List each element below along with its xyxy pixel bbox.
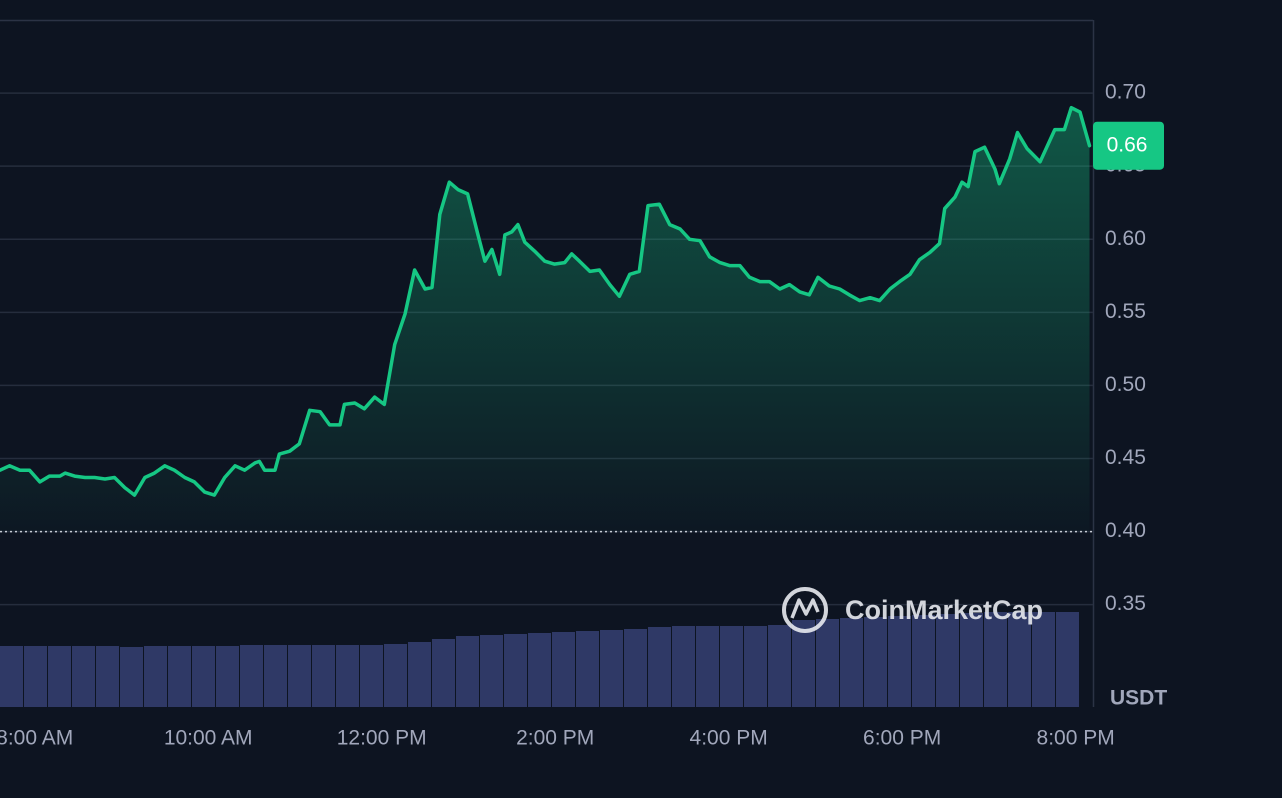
- volume-bar: [1056, 612, 1079, 707]
- x-tick-label: 4:00 PM: [690, 727, 768, 750]
- current-price-label: 0.66: [1107, 133, 1148, 156]
- volume-bar: [816, 619, 839, 707]
- volume-bar: [0, 646, 23, 707]
- price-area: [0, 107, 1090, 532]
- volume-bar: [288, 645, 311, 707]
- volume-bar: [24, 646, 47, 707]
- volume-bar: [624, 629, 647, 707]
- watermark: CoinMarketCap: [782, 587, 1043, 633]
- volume-bar: [264, 645, 287, 707]
- current-price-badge: [1093, 121, 1164, 170]
- volume-bar: [96, 646, 119, 707]
- volume-bar: [912, 615, 935, 707]
- watermark-logo: [782, 587, 828, 633]
- volume-bar: [504, 634, 527, 707]
- volume-bar: [480, 635, 503, 707]
- volume-bar: [120, 647, 143, 707]
- volume-bar: [216, 646, 239, 707]
- volume-bar: [672, 626, 695, 707]
- y-tick-label: 0.60: [1105, 227, 1146, 250]
- volume-bar: [72, 646, 95, 707]
- volume-bar: [168, 646, 191, 707]
- volume-bar: [888, 616, 911, 707]
- y-tick-label: 0.40: [1105, 519, 1146, 542]
- volume-bar: [360, 645, 383, 707]
- volume-bar: [552, 632, 575, 707]
- volume-bar: [936, 614, 959, 707]
- volume-bar: [984, 612, 1007, 707]
- x-tick-label: 12:00 PM: [337, 727, 427, 750]
- y-tick-label: 0.55: [1105, 300, 1146, 323]
- volume-layer: [0, 612, 1079, 707]
- x-tick-label: 8:00 AM: [0, 727, 73, 750]
- x-tick-label: 8:00 PM: [1037, 727, 1115, 750]
- volume-bar: [576, 631, 599, 707]
- volume-bar: [384, 644, 407, 707]
- volume-bar: [648, 627, 671, 707]
- volume-bar: [192, 646, 215, 707]
- y-tick-label: 0.35: [1105, 592, 1146, 615]
- volume-bar: [312, 645, 335, 707]
- volume-bar: [336, 645, 359, 707]
- volume-bar: [600, 630, 623, 707]
- volume-bar: [48, 646, 71, 707]
- volume-bar: [960, 613, 983, 707]
- price-layer: [0, 105, 1092, 532]
- volume-bar: [240, 645, 263, 707]
- volume-bar: [1008, 612, 1031, 707]
- volume-bar: [840, 618, 863, 707]
- price-line: [0, 105, 1092, 497]
- volume-bar: [144, 646, 167, 707]
- volume-bar: [744, 626, 767, 707]
- watermark-logo-mark: [790, 598, 820, 619]
- volume-bar: [864, 617, 887, 707]
- y-tick-label: 0.45: [1105, 446, 1146, 469]
- watermark-text: CoinMarketCap: [845, 595, 1043, 625]
- y-tick-label: 0.70: [1105, 81, 1146, 104]
- volume-bar: [408, 642, 431, 707]
- x-tick-label: 10:00 AM: [164, 727, 253, 750]
- volume-bar: [792, 620, 815, 707]
- x-tick-label: 2:00 PM: [516, 727, 594, 750]
- x-tick-label: 6:00 PM: [863, 727, 941, 750]
- volume-bar: [1032, 612, 1055, 707]
- volume-bar: [768, 625, 791, 707]
- unit-label: USDT: [1110, 687, 1167, 710]
- axis-layer: 0.350.400.450.500.550.600.650.708:00 AM1…: [0, 81, 1164, 750]
- volume-bar: [528, 633, 551, 707]
- volume-bar: [696, 626, 719, 707]
- volume-bar: [720, 626, 743, 707]
- volume-bar: [456, 636, 479, 707]
- volume-bar: [432, 639, 455, 707]
- y-tick-label: 0.50: [1105, 373, 1146, 396]
